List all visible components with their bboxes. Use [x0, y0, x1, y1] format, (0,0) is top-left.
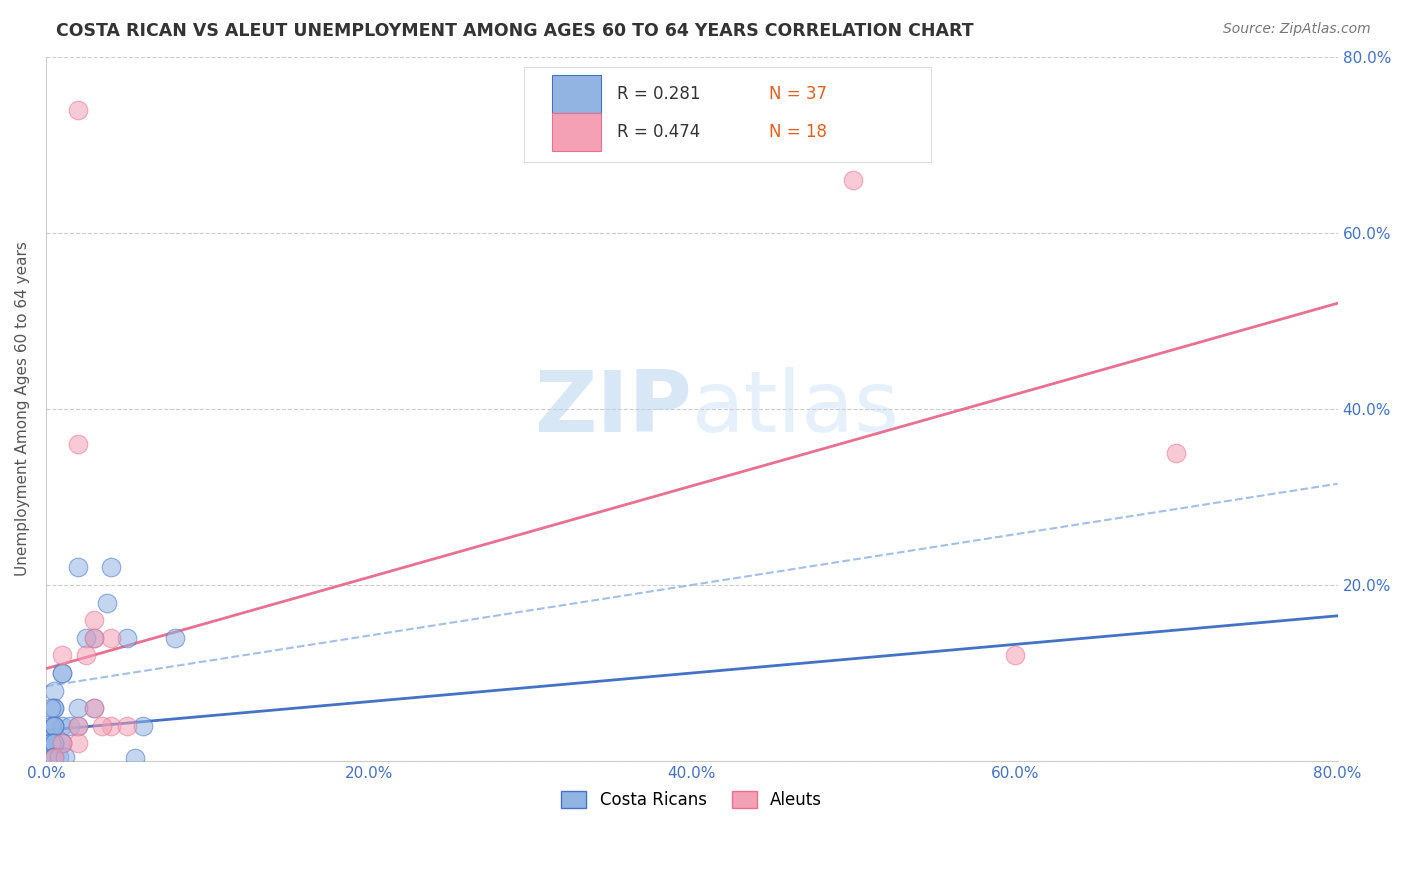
Text: Source: ZipAtlas.com: Source: ZipAtlas.com	[1223, 22, 1371, 37]
Point	[67, 437, 90, 451]
Point	[51, 736, 73, 750]
Legend: Costa Ricans, Aleuts: Costa Ricans, Aleuts	[555, 785, 828, 816]
Point	[39, 736, 62, 750]
Point	[1004, 648, 1026, 663]
Point	[42, 719, 65, 733]
Point	[42, 751, 65, 765]
Point	[67, 719, 90, 733]
Point	[42, 736, 65, 750]
Point	[75, 631, 97, 645]
Point	[83, 631, 105, 645]
Point	[51, 719, 73, 733]
Point	[165, 631, 187, 645]
Point	[42, 719, 65, 733]
Point	[124, 751, 146, 765]
Point	[39, 751, 62, 765]
Point	[1166, 446, 1188, 460]
Point	[42, 683, 65, 698]
Text: COSTA RICAN VS ALEUT UNEMPLOYMENT AMONG AGES 60 TO 64 YEARS CORRELATION CHART: COSTA RICAN VS ALEUT UNEMPLOYMENT AMONG …	[56, 22, 974, 40]
Point	[842, 173, 865, 187]
Point	[67, 701, 90, 715]
Point	[67, 736, 90, 750]
Point	[75, 648, 97, 663]
Point	[96, 596, 118, 610]
Point	[51, 666, 73, 681]
Point	[51, 736, 73, 750]
Point	[100, 719, 122, 733]
Point	[132, 719, 155, 733]
Point	[91, 719, 114, 733]
Point	[83, 613, 105, 627]
Point	[42, 719, 65, 733]
Point	[67, 719, 90, 733]
Point	[83, 701, 105, 715]
Point	[42, 701, 65, 715]
Point	[51, 736, 73, 750]
FancyBboxPatch shape	[553, 112, 602, 152]
Point	[53, 749, 76, 764]
Text: atlas: atlas	[692, 368, 900, 450]
Y-axis label: Unemployment Among Ages 60 to 64 years: Unemployment Among Ages 60 to 64 years	[15, 242, 30, 576]
Point	[42, 749, 65, 764]
Point	[39, 701, 62, 715]
Point	[51, 666, 73, 681]
Text: N = 18: N = 18	[769, 123, 827, 141]
Point	[67, 103, 90, 117]
Text: N = 37: N = 37	[769, 85, 827, 103]
Point	[48, 749, 70, 764]
Point	[42, 736, 65, 750]
Point	[42, 749, 65, 764]
Point	[42, 701, 65, 715]
Point	[59, 719, 82, 733]
Point	[39, 736, 62, 750]
Point	[115, 719, 138, 733]
Point	[100, 631, 122, 645]
Point	[51, 648, 73, 663]
Text: ZIP: ZIP	[534, 368, 692, 450]
Text: R = 0.474: R = 0.474	[617, 123, 700, 141]
Point	[83, 701, 105, 715]
Point	[115, 631, 138, 645]
Point	[39, 719, 62, 733]
Point	[42, 736, 65, 750]
FancyBboxPatch shape	[524, 67, 931, 162]
FancyBboxPatch shape	[553, 75, 602, 113]
Point	[100, 560, 122, 574]
Text: R = 0.281: R = 0.281	[617, 85, 700, 103]
Point	[42, 736, 65, 750]
Point	[83, 631, 105, 645]
Point	[67, 560, 90, 574]
